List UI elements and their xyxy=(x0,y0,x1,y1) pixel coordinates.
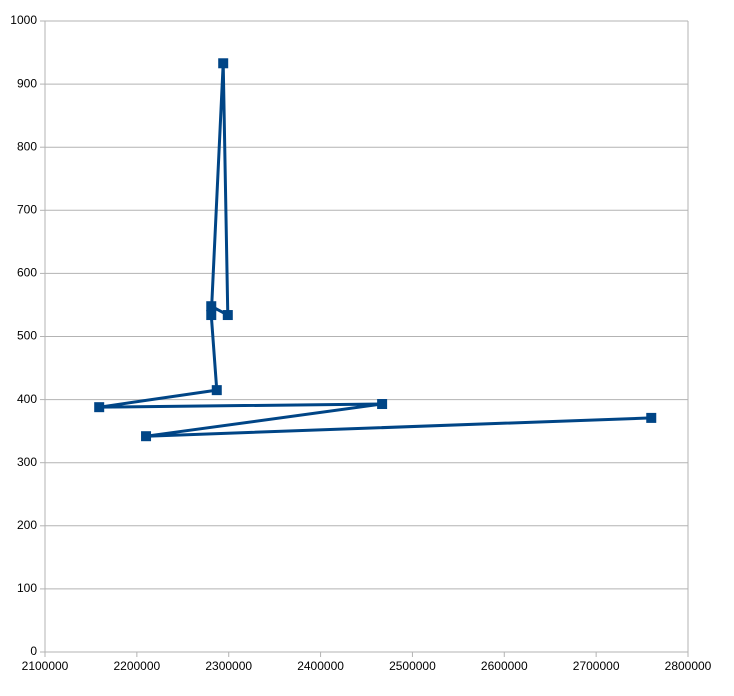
x-tick-label: 2800000 xyxy=(665,659,712,673)
x-tick-label: 2300000 xyxy=(205,659,252,673)
x-tick-label: 2400000 xyxy=(297,659,344,673)
marker xyxy=(646,412,657,423)
y-tick-label: 200 xyxy=(17,518,37,532)
y-tick-label: 0 xyxy=(30,644,37,658)
y-tick-label: 800 xyxy=(17,139,37,153)
marker xyxy=(218,58,229,69)
marker xyxy=(141,431,152,442)
marker xyxy=(211,385,222,396)
x-tick-label: 2100000 xyxy=(22,659,69,673)
marker xyxy=(222,310,233,321)
x-tick-label: 2700000 xyxy=(573,659,620,673)
y-tick-label: 400 xyxy=(17,392,37,406)
series-line xyxy=(97,61,652,438)
y-tick-label: 600 xyxy=(17,266,37,280)
marker xyxy=(377,399,388,410)
y-tick-label: 700 xyxy=(17,202,37,216)
marker xyxy=(206,310,217,321)
y-tick-label: 300 xyxy=(17,455,37,469)
y-tick-label: 100 xyxy=(17,581,37,595)
x-tick-label: 2600000 xyxy=(481,659,528,673)
x-tick-label: 2500000 xyxy=(389,659,436,673)
y-tick-label: 1000 xyxy=(10,13,37,27)
marker xyxy=(94,402,105,413)
y-tick-label: 500 xyxy=(17,329,37,343)
y-tick-label: 900 xyxy=(17,76,37,90)
marker xyxy=(206,301,217,312)
x-tick-label: 2200000 xyxy=(113,659,160,673)
